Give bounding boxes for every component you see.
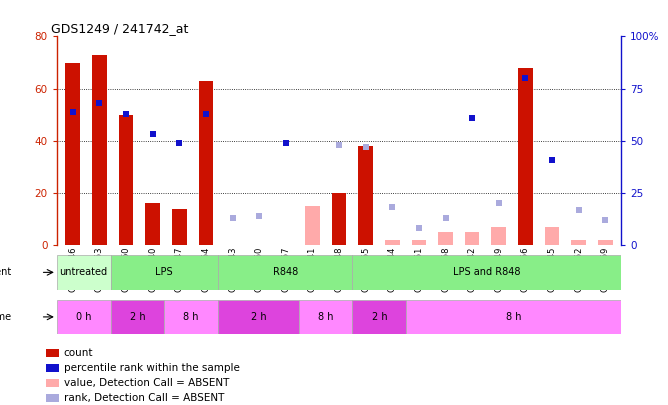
Bar: [110, 300, 164, 334]
Point: [147, 131, 158, 138]
Bar: [57, 255, 110, 290]
Bar: [164, 300, 218, 334]
Text: GDS1249 / 241742_at: GDS1249 / 241742_at: [51, 22, 188, 35]
Bar: [492, 227, 506, 245]
Point: [520, 75, 531, 81]
Text: LPS: LPS: [156, 267, 173, 277]
Text: time: time: [0, 312, 11, 322]
Point: [121, 111, 132, 117]
Point: [67, 108, 78, 115]
Text: 2 h: 2 h: [130, 312, 145, 322]
Bar: [65, 62, 80, 245]
Text: 2 h: 2 h: [250, 312, 266, 322]
Bar: [411, 240, 426, 245]
Text: count: count: [63, 347, 93, 358]
Point: [546, 156, 557, 163]
Point: [227, 215, 238, 221]
Point: [494, 200, 504, 207]
Bar: [218, 300, 299, 334]
Bar: [353, 255, 621, 290]
Bar: [46, 394, 59, 402]
Text: value, Detection Call = ABSENT: value, Detection Call = ABSENT: [63, 378, 229, 388]
Text: agent: agent: [0, 267, 11, 277]
Bar: [92, 55, 107, 245]
Point: [94, 100, 105, 107]
Text: LPS and R848: LPS and R848: [453, 267, 520, 277]
Point: [254, 213, 265, 219]
Text: untreated: untreated: [59, 267, 108, 277]
Bar: [598, 240, 613, 245]
Point: [200, 111, 211, 117]
Bar: [571, 240, 586, 245]
Bar: [358, 146, 373, 245]
Bar: [465, 232, 480, 245]
Bar: [218, 255, 353, 290]
Bar: [46, 348, 59, 357]
Point: [600, 217, 611, 223]
Bar: [406, 300, 621, 334]
Point: [334, 142, 345, 148]
Bar: [544, 227, 559, 245]
Bar: [46, 364, 59, 372]
Point: [387, 204, 397, 211]
Bar: [198, 81, 213, 245]
Text: percentile rank within the sample: percentile rank within the sample: [63, 362, 240, 373]
Point: [413, 225, 424, 232]
Point: [467, 115, 478, 121]
Point: [440, 215, 451, 221]
Text: 8 h: 8 h: [318, 312, 333, 322]
Bar: [385, 240, 399, 245]
Point: [573, 206, 584, 213]
Point: [281, 140, 291, 146]
Bar: [305, 206, 320, 245]
Bar: [46, 379, 59, 387]
Bar: [353, 300, 406, 334]
Point: [174, 140, 184, 146]
Text: rank, Detection Call = ABSENT: rank, Detection Call = ABSENT: [63, 393, 224, 403]
Bar: [438, 232, 453, 245]
Point: [360, 144, 371, 150]
Bar: [518, 68, 532, 245]
Bar: [119, 115, 134, 245]
Text: 0 h: 0 h: [76, 312, 92, 322]
Bar: [110, 255, 218, 290]
Text: 2 h: 2 h: [371, 312, 387, 322]
Bar: [57, 300, 110, 334]
Bar: [146, 203, 160, 245]
Text: 8 h: 8 h: [184, 312, 199, 322]
Text: 8 h: 8 h: [506, 312, 522, 322]
Bar: [299, 300, 353, 334]
Bar: [172, 209, 186, 245]
Bar: [332, 193, 346, 245]
Text: R848: R848: [273, 267, 298, 277]
